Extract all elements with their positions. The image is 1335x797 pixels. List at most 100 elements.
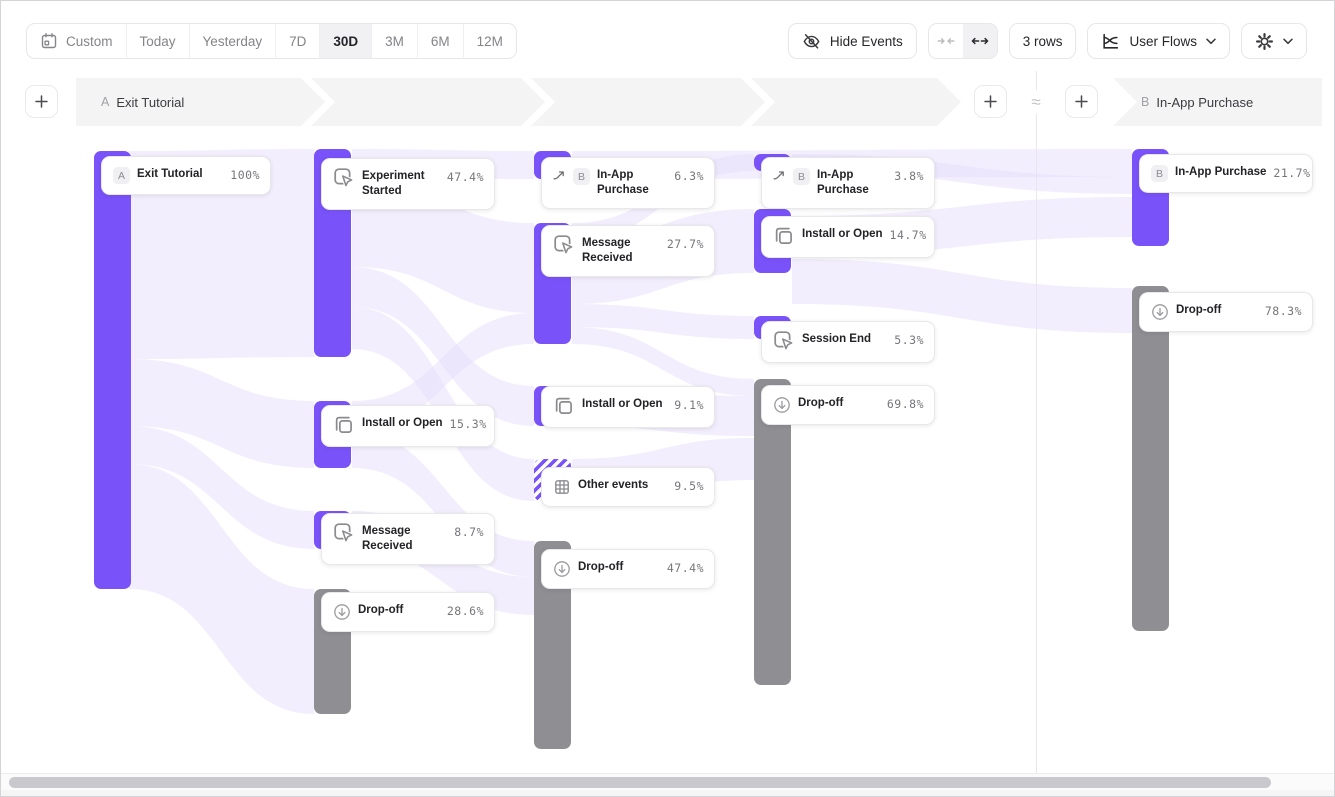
flow-node-other-events[interactable]: Other events 9.5% [541, 467, 715, 507]
node-percent: 28.6% [446, 604, 484, 618]
date-range-today[interactable]: Today [125, 24, 189, 58]
flow-node-message-received[interactable]: Message Received 8.7% [321, 513, 495, 566]
flow-b-header[interactable]: B In-App Purchase [1141, 78, 1253, 126]
plus-icon [1073, 93, 1090, 110]
flow-ribbon[interactable] [129, 359, 314, 468]
node-title: Exit Tutorial [137, 168, 203, 180]
node-title: Drop-off [1176, 304, 1222, 316]
node-title: Drop-off [578, 561, 624, 573]
flow-node-in-app-purchase[interactable]: B In-App Purchase 6.3% [541, 157, 715, 210]
node-percent: 9.5% [674, 479, 704, 493]
collapse-columns-button[interactable] [929, 24, 963, 58]
node-percent: 6.3% [674, 169, 704, 183]
node-percent: 78.3% [1264, 304, 1302, 318]
flow-a-header[interactable]: A Exit Tutorial [101, 78, 184, 126]
step-segment [311, 78, 545, 126]
flow-ribbon[interactable] [129, 464, 314, 714]
node-percent: 47.4% [666, 561, 704, 575]
node-title: In-App Purchase [817, 169, 869, 197]
add-step-before-button[interactable] [25, 85, 58, 118]
click-event-icon [333, 167, 355, 189]
step-segment [76, 78, 325, 126]
flow-b-step-banner [1113, 78, 1322, 126]
flow-node-drop-off[interactable]: Drop-off 28.6% [321, 592, 495, 632]
approx-connector: ≈ [1029, 90, 1043, 114]
flow-node-install-or-open[interactable]: Install or Open 15.3% [321, 405, 495, 447]
install-event-icon [553, 395, 575, 417]
node-title: Install or Open [582, 398, 663, 410]
chevron-down-icon [1206, 38, 1216, 45]
user-flows-chart-icon [1101, 32, 1120, 51]
node-percent: 14.7% [889, 228, 927, 242]
flow-b-badge: B [1141, 95, 1150, 109]
flow-ribbon[interactable] [572, 304, 754, 339]
date-range-custom[interactable]: Custom [27, 24, 126, 58]
flow-node-drop-off[interactable]: Drop-off 47.4% [541, 549, 715, 589]
flow-ribbon[interactable] [129, 426, 314, 549]
expand-columns-button[interactable] [962, 24, 997, 58]
settings-button[interactable] [1241, 23, 1307, 59]
step-segment [531, 78, 765, 126]
flow-node-session-end[interactable]: Session End 5.3% [761, 321, 935, 363]
add-step-after-a-button[interactable] [974, 85, 1007, 118]
node-percent: 47.4% [446, 170, 484, 184]
event-b-badge: B [573, 168, 590, 185]
arrows-outward-icon [971, 32, 989, 50]
date-range-selector: Custom Today Yesterday 7D 30D 3M 6M 12M [26, 23, 517, 59]
flow-ribbon[interactable] [352, 267, 534, 426]
flow-node-b-in-app-purchase[interactable]: B In-App Purchase 21.7% [1139, 154, 1313, 193]
node-percent: 15.3% [449, 417, 487, 431]
flow-ribbon[interactable] [352, 307, 534, 501]
node-title: In-App Purchase [597, 169, 649, 197]
node-title: Session End [802, 333, 872, 345]
grid-events-icon [553, 478, 571, 496]
node-percent: 9.1% [674, 398, 704, 412]
node-title: Experiment Started [362, 170, 425, 198]
node-title: Install or Open [802, 228, 883, 240]
arrows-inward-icon [937, 32, 955, 50]
click-event-icon [553, 234, 575, 256]
flow-node-drop-off[interactable]: Drop-off 69.8% [761, 385, 935, 425]
node-title: Drop-off [798, 397, 844, 409]
flow-bar-drop-off[interactable] [754, 379, 791, 685]
node-percent: 5.3% [894, 333, 924, 347]
flow-bar-b-drop-off[interactable] [1132, 286, 1169, 631]
flow-a-label: Exit Tutorial [116, 94, 185, 110]
click-event-icon [333, 522, 355, 544]
date-range-6m[interactable]: 6M [416, 24, 463, 58]
scrollbar-thumb[interactable] [9, 777, 1271, 788]
calendar-icon [40, 32, 58, 50]
node-title: Message Received [362, 525, 413, 553]
flow-node-exit-tutorial[interactable]: A Exit Tutorial 100% [101, 156, 271, 195]
view-selector-button[interactable]: User Flows [1087, 23, 1230, 59]
date-range-7d[interactable]: 7D [275, 24, 319, 58]
date-range-30d[interactable]: 30D [319, 24, 372, 58]
flow-a-badge: A [101, 95, 110, 109]
drop-off-icon [553, 560, 571, 578]
event-b-badge: B [793, 168, 810, 185]
flow-node-b-drop-off[interactable]: Drop-off 78.3% [1139, 292, 1313, 332]
plus-icon [982, 93, 999, 110]
flow-node-install-or-open[interactable]: Install or Open 9.1% [541, 386, 715, 428]
node-title: Install or Open [362, 417, 443, 429]
flow-node-install-or-open[interactable]: Install or Open 14.7% [761, 216, 935, 258]
flow-bar-exit-tutorial[interactable] [94, 151, 131, 589]
flow-node-experiment-started[interactable]: Experiment Started 47.4% [321, 158, 495, 211]
date-range-yesterday[interactable]: Yesterday [188, 24, 276, 58]
horizontal-scrollbar [1, 773, 1334, 790]
flow-node-in-app-purchase[interactable]: B In-App Purchase 3.8% [761, 157, 935, 210]
date-range-3m[interactable]: 3M [371, 24, 417, 58]
toolbar-right: Hide Events 3 rows User Flows [787, 23, 1307, 59]
add-step-before-b-button[interactable] [1065, 85, 1098, 118]
date-range-12m[interactable]: 12M [462, 24, 516, 58]
drop-off-icon [1151, 303, 1169, 321]
node-title: Message Received [582, 237, 633, 265]
event-b-badge: B [1151, 165, 1168, 182]
rows-button[interactable]: 3 rows [1008, 23, 1077, 59]
flow-node-message-received[interactable]: Message Received 27.7% [541, 225, 715, 278]
section-divider [1036, 71, 1037, 774]
hide-events-button[interactable]: Hide Events [787, 23, 917, 59]
event-a-badge: A [113, 167, 130, 184]
click-event-icon [773, 330, 795, 352]
